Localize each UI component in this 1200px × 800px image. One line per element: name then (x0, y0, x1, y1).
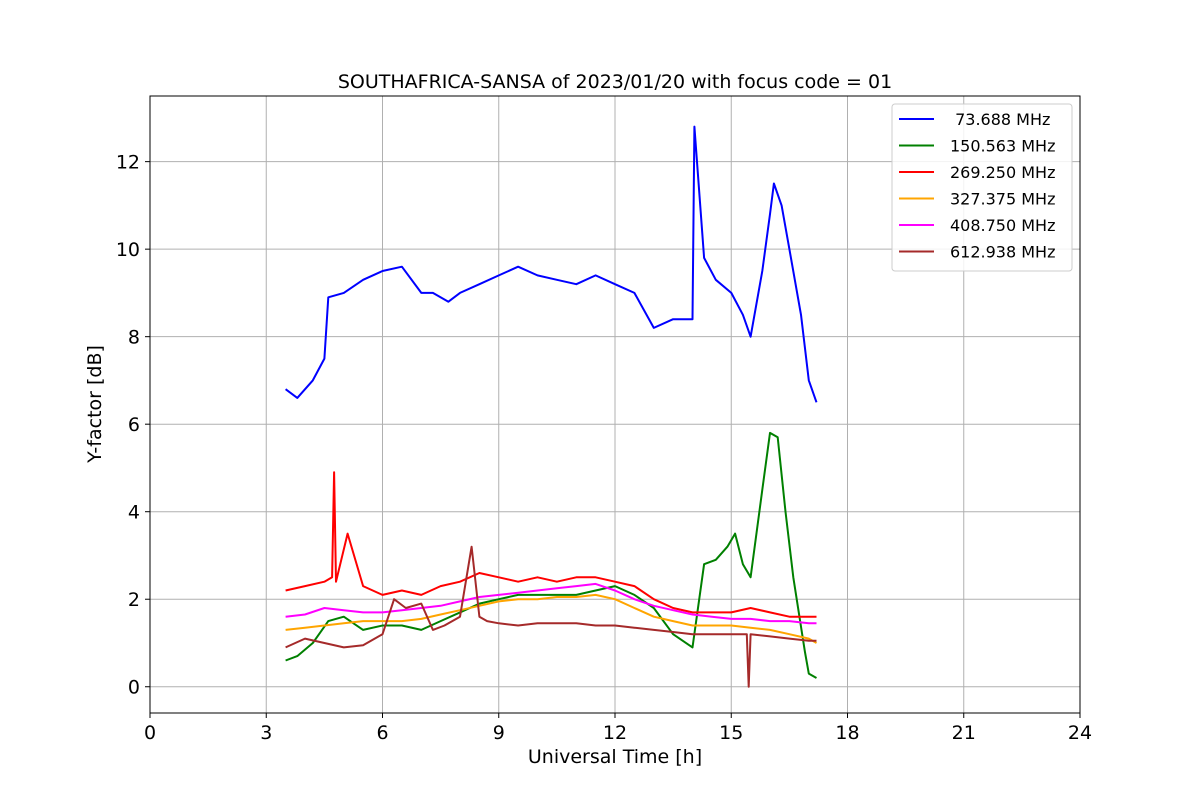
legend-label: 269.250 MHz (950, 163, 1055, 182)
legend-item: 327.375 MHz (899, 190, 1055, 209)
y-axis-label: Y-factor [dB] (84, 345, 106, 464)
x-tick-label: 0 (144, 722, 156, 744)
legend-item: 269.250 MHz (899, 163, 1055, 182)
legend-label: 612.938 MHz (950, 243, 1055, 262)
chart-title: SOUTHAFRICA-SANSA of 2023/01/20 with foc… (338, 71, 892, 93)
series-line-2 (285, 471, 817, 618)
series-line-3 (285, 593, 817, 644)
x-tick-label: 18 (835, 722, 859, 744)
legend-item: 612.938 MHz (899, 243, 1055, 262)
x-tick-label: 6 (376, 722, 388, 744)
series-line-0 (285, 125, 818, 403)
y-tick-label: 2 (128, 589, 140, 611)
plot-lines (285, 125, 818, 688)
x-tick-label: 21 (952, 722, 976, 744)
legend-item: 408.750 MHz (899, 216, 1055, 235)
legend-box (891, 103, 1073, 272)
y-tick-label: 10 (116, 239, 140, 261)
y-axis-ticks: 0 2 4 6 8 10 12 (116, 152, 150, 699)
x-tick-label: 24 (1068, 722, 1092, 744)
legend-label: 73.688 MHz (950, 110, 1050, 129)
legend-label: 150.563 MHz (950, 137, 1055, 156)
y-tick-label: 12 (116, 152, 140, 174)
y-tick-label: 0 (128, 677, 140, 699)
x-tick-label: 15 (719, 722, 743, 744)
series-line-4 (285, 582, 817, 625)
x-tick-label: 9 (493, 722, 505, 744)
x-axis-label: Universal Time [h] (528, 746, 702, 768)
legend-item: 150.563 MHz (899, 137, 1055, 156)
y-tick-label: 8 (128, 327, 140, 349)
x-axis-ticks: 0 3 6 9 12 15 18 21 24 (144, 713, 1092, 744)
x-tick-label: 12 (603, 722, 627, 744)
legend-label: 327.375 MHz (950, 190, 1055, 209)
legend-item: 73.688 MHz (899, 110, 1050, 129)
legend-label: 408.750 MHz (950, 216, 1055, 235)
x-tick-label: 3 (260, 722, 272, 744)
y-tick-label: 4 (128, 502, 140, 524)
series-line-5 (285, 545, 817, 688)
y-tick-label: 6 (128, 414, 140, 436)
series-line-1 (285, 431, 817, 679)
legend: 73.688 MHz 150.563 MHz 269.250 MHz 327.375 … (891, 103, 1073, 272)
